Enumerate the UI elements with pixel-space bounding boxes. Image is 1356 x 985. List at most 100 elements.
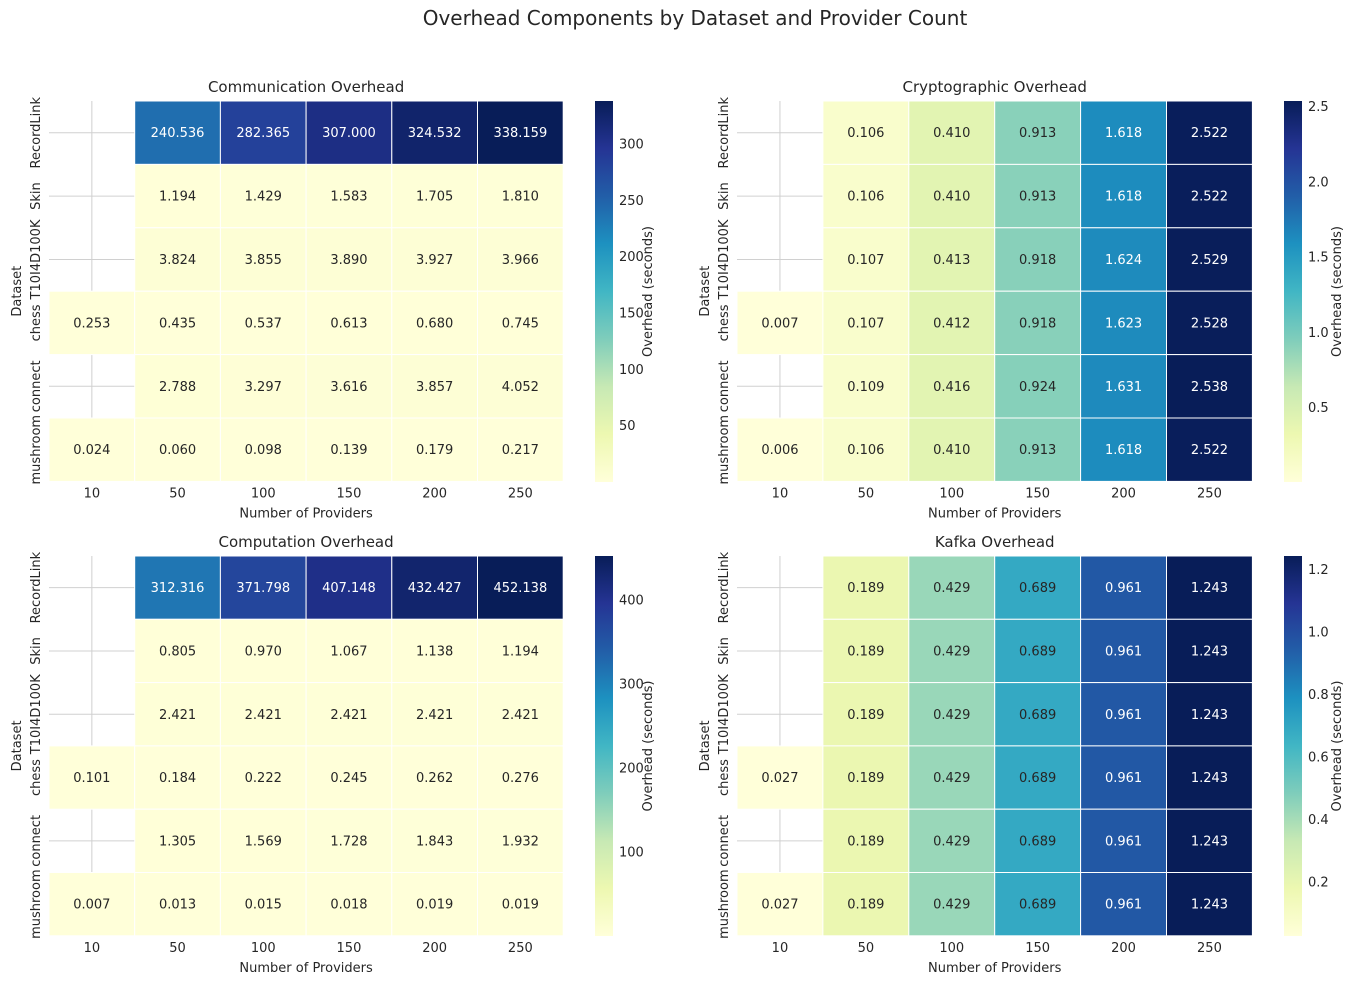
heatmap-cell xyxy=(134,354,221,419)
colorbar-tick-label: 100 xyxy=(619,845,644,860)
heatmap-cell xyxy=(305,682,393,747)
heatmap-cell xyxy=(134,872,221,937)
cell-value-label: 3.824 xyxy=(159,253,196,268)
heatmap-cell xyxy=(477,163,564,229)
heatmap-cell xyxy=(219,555,307,620)
cell-value-label: 0.429 xyxy=(933,834,970,849)
cell-value-label: 407.148 xyxy=(322,581,376,596)
heatmap-cell xyxy=(1166,290,1253,356)
heatmap-cell xyxy=(1080,872,1167,937)
cell-value-label: 0.262 xyxy=(416,771,453,786)
colorbar-tick-label: 0.4 xyxy=(1308,813,1329,828)
heatmap-cell xyxy=(1166,227,1253,292)
heatmap-cell xyxy=(908,290,996,356)
heatmap-cell xyxy=(822,100,910,165)
cell-value-label: 0.024 xyxy=(73,443,110,458)
x-tick-label: 100 xyxy=(251,486,276,501)
x-axis-label: Number of Providers xyxy=(239,961,373,976)
cell-value-label: 1.243 xyxy=(1191,581,1228,596)
y-axis-label: Dataset xyxy=(10,266,25,317)
y-tick-label: Skin xyxy=(29,182,44,210)
heatmap-cell xyxy=(994,745,1082,810)
heatmap-cell xyxy=(1080,808,1167,874)
cell-value-label: 0.410 xyxy=(933,190,970,205)
colorbar-tick-label: 400 xyxy=(619,593,644,608)
cell-value-label: 0.413 xyxy=(933,253,970,268)
x-tick-label: 250 xyxy=(508,941,533,956)
heatmap-cell xyxy=(48,872,136,937)
cell-value-label: 2.421 xyxy=(416,708,453,723)
colorbar-tick-label: 50 xyxy=(619,419,636,434)
cell-value-label: 2.788 xyxy=(159,380,196,395)
cell-value-label: 0.222 xyxy=(245,771,282,786)
cell-value-label: 1.843 xyxy=(416,834,453,849)
cell-value-label: 0.961 xyxy=(1105,834,1142,849)
colorbar-tick-label: 1.0 xyxy=(1308,326,1329,341)
cell-value-label: 0.689 xyxy=(1019,708,1056,723)
heatmap-cell xyxy=(477,745,564,810)
cell-value-label: 0.276 xyxy=(502,771,539,786)
cell-value-label: 1.243 xyxy=(1191,898,1228,913)
heatmap-cell xyxy=(219,227,307,292)
cell-value-label: 0.961 xyxy=(1105,708,1142,723)
x-tick-label: 200 xyxy=(422,941,447,956)
heatmap-cell xyxy=(822,555,910,620)
cell-value-label: 0.429 xyxy=(933,771,970,786)
heatmap-cell xyxy=(477,417,564,482)
cell-value-label: 0.109 xyxy=(847,380,884,395)
cell-value-label: 1.429 xyxy=(245,190,282,205)
colorbar xyxy=(595,101,613,482)
heatmap-cell xyxy=(822,682,910,747)
cell-value-label: 0.007 xyxy=(761,316,798,331)
cell-value-label: 0.689 xyxy=(1019,644,1056,659)
y-tick-label: T10I4D100K xyxy=(29,219,44,300)
cell-value-label: 1.243 xyxy=(1191,644,1228,659)
heatmap-cell xyxy=(219,872,307,937)
cell-value-label: 0.007 xyxy=(73,898,110,913)
cell-value-label: 0.107 xyxy=(847,253,884,268)
cell-value-label: 0.918 xyxy=(1019,253,1056,268)
heatmap-cell xyxy=(305,417,393,482)
heatmap-cell xyxy=(391,100,478,165)
heatmap-cell xyxy=(134,808,221,874)
cell-value-label: 307.000 xyxy=(322,126,376,141)
cell-value-label: 1.618 xyxy=(1105,190,1142,205)
heatmap-cell xyxy=(908,227,996,292)
cell-value-label: 3.966 xyxy=(502,253,539,268)
colorbar-label: Overhead (seconds) xyxy=(641,226,656,357)
cell-value-label: 2.528 xyxy=(1191,316,1228,331)
cell-value-label: 0.410 xyxy=(933,443,970,458)
x-tick-label: 250 xyxy=(508,486,533,501)
colorbar-tick-label: 2.0 xyxy=(1308,175,1329,190)
y-tick-label: connect xyxy=(717,815,732,867)
heatmap-cell xyxy=(305,354,393,419)
heatmap-cell xyxy=(48,745,136,810)
cell-value-label: 282.365 xyxy=(236,126,290,141)
heatmap-cell xyxy=(477,354,564,419)
heatmap-cell xyxy=(219,618,307,684)
cell-value-label: 0.245 xyxy=(330,771,367,786)
x-tick-label: 50 xyxy=(858,941,875,956)
cell-value-label: 1.243 xyxy=(1191,834,1228,849)
cell-value-label: 1.631 xyxy=(1105,380,1142,395)
colorbar-tick-label: 0.6 xyxy=(1308,750,1329,765)
cell-value-label: 452.138 xyxy=(493,581,547,596)
x-tick-label: 150 xyxy=(337,941,362,956)
heatmap-cell xyxy=(994,682,1082,747)
heatmap-cell xyxy=(736,872,824,937)
heatmap-cell xyxy=(908,354,996,419)
heatmap-cell xyxy=(994,227,1082,292)
y-tick-label: RecordLink xyxy=(29,551,44,623)
cell-value-label: 2.522 xyxy=(1191,443,1228,458)
cell-value-label: 0.412 xyxy=(933,316,970,331)
heatmap-cell xyxy=(1080,290,1167,356)
cell-value-label: 0.098 xyxy=(245,443,282,458)
heatmap-cell xyxy=(736,417,824,482)
heatmap-cell xyxy=(736,745,824,810)
cell-value-label: 2.529 xyxy=(1191,253,1228,268)
x-tick-label: 50 xyxy=(169,941,186,956)
cell-value-label: 0.253 xyxy=(73,316,110,331)
colorbar-tick-label: 0.8 xyxy=(1308,688,1329,703)
cell-value-label: 0.184 xyxy=(159,771,196,786)
colorbar-tick-label: 150 xyxy=(619,307,644,322)
